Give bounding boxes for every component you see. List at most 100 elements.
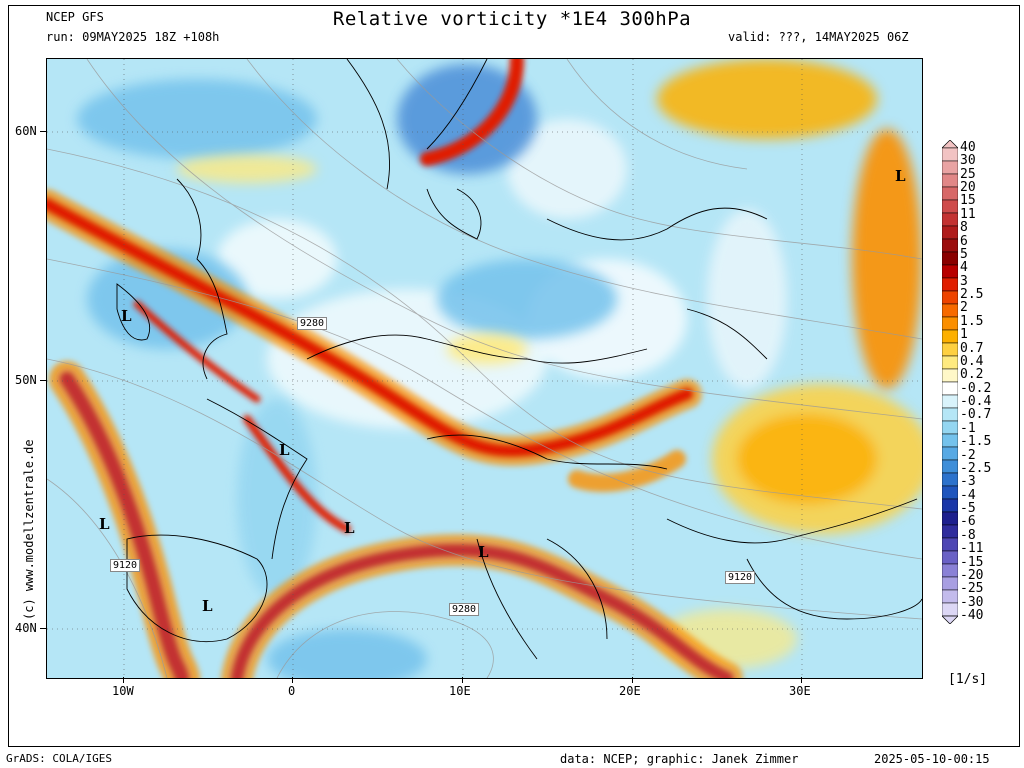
lon-tick [292,677,293,683]
colorbar-swatch [942,589,958,604]
colorbar-swatch [942,407,958,422]
colorbar-level-label: -1.5 [960,434,992,450]
colorbar-swatch [942,251,958,266]
colorbar-swatch [942,524,958,539]
low-marker: L [895,167,906,185]
low-marker: L [344,519,355,537]
colorbar-swatch [942,498,958,513]
lon-tick [123,677,124,683]
run-info: run: 09MAY2025 18Z +108h [46,30,220,44]
colorbar-swatch [942,368,958,383]
colorbar-level-label: -2 [960,447,976,463]
colorbar-swatch [942,459,958,474]
colorbar-swatch [942,550,958,565]
colorbar-arrow-bottom [942,615,958,624]
lat-label: 40N [15,621,37,635]
colorbar-level-label: 2.5 [960,287,984,303]
lon-label: 10W [112,684,134,698]
colorbar-level-label: -0.4 [960,394,992,410]
colorbar-level-label: -4 [960,487,976,503]
colorbar-level-label: 0.4 [960,353,984,369]
colorbar-level-label: -25 [960,581,984,597]
height-label: 9280 [297,317,328,330]
plot-frame [8,5,1020,747]
colorbar-level-label: -30 [960,594,984,610]
colorbar-swatch [942,485,958,500]
colorbar [942,140,958,624]
colorbar-swatch [942,290,958,305]
colorbar-level-label: -20 [960,567,984,583]
colorbar-swatch [942,147,958,162]
colorbar-swatch [942,420,958,435]
lat-label: 60N [15,124,37,138]
low-marker: L [121,307,132,325]
colorbar-swatch [942,472,958,487]
colorbar-swatch [942,446,958,461]
colorbar-level-label: 4 [960,260,968,276]
vorticity-map: L L L L L L L 9280 9120 9280 9120 [46,58,923,679]
colorbar-swatch [942,381,958,396]
colorbar-swatch [942,160,958,175]
lon-tick [801,677,802,683]
lon-label: 0 [288,684,296,698]
colorbar-level-label: 5 [960,246,968,262]
colorbar-level-label: 1 [960,327,968,343]
colorbar-level-label: -0.7 [960,407,992,423]
colorbar-level-label: -2.5 [960,460,992,476]
colorbar-swatch [942,342,958,357]
colorbar-level-label: 0.7 [960,340,984,356]
valid-time: valid: ???, 14MAY2025 06Z [728,30,909,44]
colorbar-swatch [942,199,958,214]
height-label: 9120 [725,571,756,584]
low-marker: L [202,597,213,615]
colorbar-level-label: -3 [960,474,976,490]
vorticity-field [47,59,922,678]
lat-tick [40,380,46,381]
colorbar-swatch [942,563,958,578]
colorbar-swatch [942,602,958,617]
lon-label: 10E [449,684,471,698]
colorbar-swatch [942,576,958,591]
lat-tick [40,131,46,132]
colorbar-swatch [942,433,958,448]
colorbar-swatch [942,225,958,240]
lat-tick [40,628,46,629]
colorbar-unit: [1/s] [948,672,988,687]
low-marker: L [279,441,290,459]
lon-label: 30E [789,684,811,698]
colorbar-level-label: -5 [960,501,976,517]
chart-title: Relative vorticity *1E4 300hPa [332,8,692,30]
colorbar-arrow-top [942,140,958,149]
colorbar-level-label: -15 [960,554,984,570]
height-label: 9280 [449,603,480,616]
colorbar-level-label: 15 [960,193,976,209]
lon-tick [462,677,463,683]
low-marker: L [99,515,110,533]
lat-label: 50N [15,373,37,387]
colorbar-level-label: -8 [960,527,976,543]
colorbar-level-label: 0.2 [960,367,984,383]
colorbar-swatch [942,277,958,292]
colorbar-swatch [942,511,958,526]
grads-credit: GrADS: COLA/IGES [6,752,112,765]
timestamp: 2025-05-10-00:15 [874,752,990,766]
colorbar-level-label: -40 [960,608,984,623]
colorbar-swatch [942,329,958,344]
colorbar-swatch [942,238,958,253]
colorbar-swatch [942,264,958,279]
data-credit: data: NCEP; graphic: Janek Zimmer [560,752,799,766]
colorbar-level-label: 6 [960,233,968,249]
colorbar-level-label: -0.2 [960,380,992,396]
colorbar-swatch [942,355,958,370]
colorbar-swatch [942,537,958,552]
colorbar-swatch [942,303,958,318]
colorbar-level-label: 1.5 [960,313,984,329]
colorbar-level-label: 3 [960,273,968,289]
lon-label: 20E [619,684,641,698]
low-marker: L [478,543,489,561]
colorbar-level-label: 30 [960,153,976,169]
lon-tick [632,677,633,683]
colorbar-level-label: 8 [960,220,968,236]
colorbar-swatch [942,316,958,331]
colorbar-swatch [942,186,958,201]
